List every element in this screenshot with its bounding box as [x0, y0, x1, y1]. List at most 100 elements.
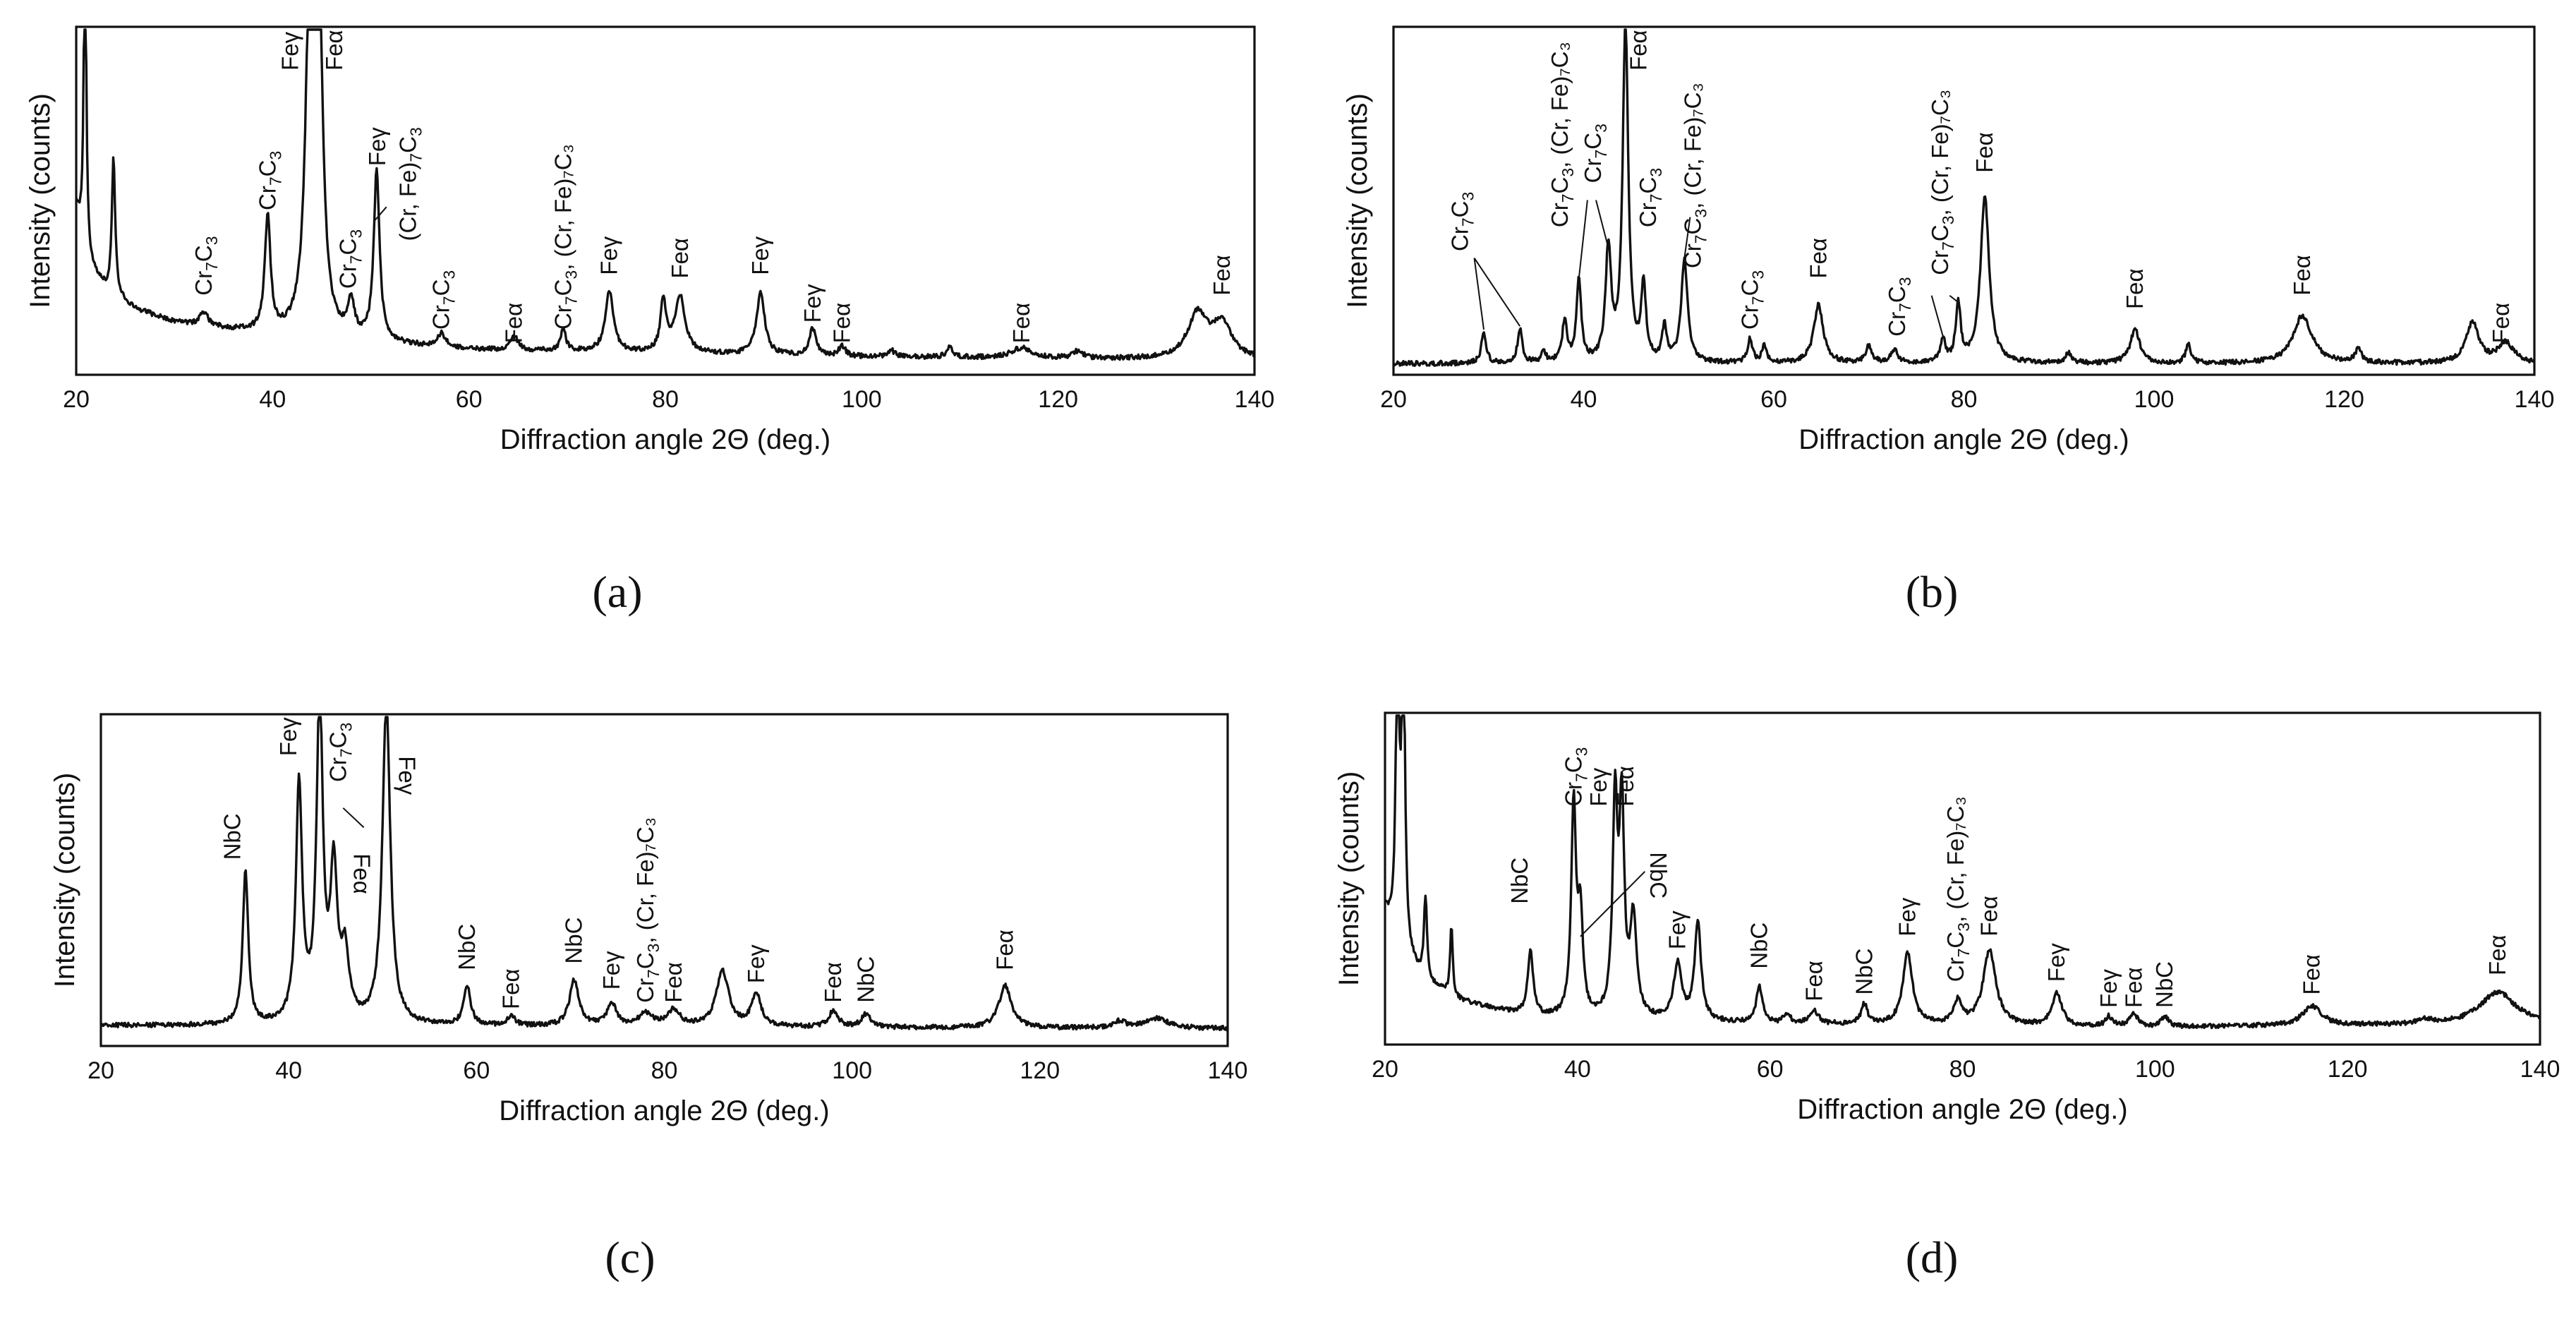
- leader-line: [1580, 871, 1646, 937]
- peak-label: Feα: [2488, 303, 2514, 344]
- peak-label: NbC: [1506, 858, 1532, 904]
- x-tick-label: 40: [259, 386, 286, 413]
- x-tick-label: 40: [1571, 386, 1597, 413]
- x-axis-label: Diffraction angle 2Θ (deg.): [1797, 1094, 2127, 1125]
- y-axis-label: Intensity (counts): [1334, 771, 1365, 987]
- peak-label: Feγ: [277, 31, 303, 71]
- x-tick-label: 140: [2520, 1056, 2560, 1083]
- peak-label: Cr7C3: [1580, 124, 1610, 183]
- y-axis-label: Intensity (counts): [25, 93, 56, 308]
- leader-line: [1473, 258, 1485, 330]
- x-tick-label: 100: [832, 1057, 872, 1084]
- peak-label: Feα: [2484, 934, 2510, 975]
- x-tick-label: 40: [1564, 1056, 1591, 1083]
- x-tick-label: 20: [1380, 386, 1407, 413]
- x-tick-label: 120: [2328, 1056, 2368, 1083]
- peak-label: Feα: [992, 930, 1018, 970]
- diffraction-trace: [1393, 28, 2534, 367]
- peak-label: Feα: [2289, 255, 2315, 296]
- peak-label: Feα: [1626, 30, 1652, 71]
- peak-label: Feα: [1008, 303, 1034, 344]
- panel-caption: (d): [1906, 1232, 1959, 1282]
- peak-label: Feγ: [1585, 767, 1611, 807]
- peak-label: Feγ: [747, 236, 773, 275]
- x-tick-label: 120: [2324, 386, 2364, 413]
- peak-label: NbC: [219, 813, 245, 860]
- peak-label: NbC: [1851, 949, 1877, 995]
- peak-label: Cr7C3: [254, 151, 284, 210]
- peak-label: (Cr, Fe)7C3: [394, 127, 425, 241]
- x-tick-label: 60: [1760, 386, 1787, 413]
- plot-frame: [99, 713, 1229, 1047]
- peak-label: Feα: [349, 853, 375, 894]
- leader-line: [374, 206, 387, 222]
- peak-label: Feα: [667, 238, 693, 279]
- peak-label: Cr7C3: [1736, 270, 1767, 330]
- peak-label: Cr7C3: [1635, 168, 1665, 227]
- panel-caption: (a): [592, 567, 642, 617]
- x-tick-label: 20: [87, 1057, 114, 1084]
- peak-label: NbC: [1645, 852, 1671, 898]
- peak-label: Cr7C3, (Cr, Fe)₇C₃: [1679, 83, 1710, 268]
- leader-line: [1595, 200, 1609, 248]
- peak-label: Cr7C3: [1560, 747, 1590, 807]
- peak-label: NbC: [1746, 922, 1772, 969]
- peak-label: Feα: [2120, 967, 2146, 1008]
- y-axis-label: Intensity (counts): [1342, 93, 1373, 308]
- peak-label: Feα: [1209, 255, 1235, 296]
- peak-label: Feγ: [275, 717, 301, 757]
- peak-label: Cr7C3: [1446, 192, 1477, 251]
- x-tick-label: 80: [652, 386, 679, 413]
- peak-label: NbC: [2151, 961, 2177, 1008]
- x-tick-label: 40: [275, 1057, 302, 1084]
- panel-b: 20 40 60 80 100 120 140 Diffraction angle 2Θ (d…: [1342, 25, 2554, 617]
- peak-label: Cr7C3: [325, 723, 356, 782]
- x-tick-label: 80: [1949, 1056, 1976, 1083]
- x-tick-label: 140: [1208, 1057, 1248, 1084]
- peak-label: Feα: [1805, 238, 1831, 279]
- leader-line: [1930, 295, 1944, 337]
- diffraction-trace: [101, 716, 1228, 1032]
- peak-label: Feγ: [598, 951, 624, 990]
- peak-label: Feα: [820, 962, 846, 1003]
- x-tick-label: 100: [2135, 1056, 2175, 1083]
- peak-label: Feγ: [596, 236, 622, 275]
- leader-line: [1578, 200, 1588, 279]
- peak-label: Feα: [829, 303, 855, 344]
- peak-label: NbC: [853, 956, 879, 1003]
- peak-label: Cr7C3: [428, 270, 459, 330]
- peak-label: Feγ: [2096, 968, 2122, 1008]
- peak-label: Cr7C3: [334, 229, 365, 289]
- peak-label: Feγ: [2043, 943, 2069, 982]
- x-tick-label: 100: [2134, 386, 2175, 413]
- x-axis-label: Diffraction angle 2Θ (deg.): [499, 1095, 829, 1126]
- plot-frame: [1392, 25, 2536, 376]
- x-tick-label: 20: [63, 386, 90, 413]
- leader-line: [1949, 294, 1959, 303]
- panel-caption: (b): [1906, 567, 1959, 617]
- peak-label: Feγ: [364, 127, 390, 167]
- plot-frame: [1384, 711, 2541, 1046]
- x-tick-label: 120: [1038, 386, 1078, 413]
- x-tick-label: 120: [1020, 1057, 1060, 1084]
- peak-label: Feα: [1612, 766, 1638, 807]
- diffraction-trace: [1385, 714, 2540, 1030]
- x-tick-label: 140: [1235, 386, 1275, 413]
- peak-label: Feα: [501, 303, 527, 344]
- peak-label: Feγ: [1664, 910, 1691, 950]
- peak-label: Cr7C3, (Cr, Fe)₇C₃: [1927, 90, 1957, 275]
- peak-label: Cr7C3: [1884, 277, 1914, 336]
- peak-label: Cr7C3: [191, 236, 221, 295]
- peak-label: Cr7C3, (Cr, Fe)₇C₃: [1942, 796, 1973, 982]
- x-axis-label: Diffraction angle 2Θ (deg.): [500, 424, 830, 455]
- leader-line: [342, 807, 365, 829]
- peak-label: Feα: [2122, 268, 2148, 309]
- peak-label: Cr7C3, (Cr, Fe)₇C₃: [632, 817, 663, 1003]
- peak-label: Feγ: [394, 756, 421, 795]
- x-tick-label: 60: [1757, 1056, 1784, 1083]
- y-axis-label: Intensity (counts): [49, 773, 80, 988]
- peak-label: Feγ: [1894, 897, 1921, 937]
- peak-label: Feα: [1801, 961, 1827, 1002]
- peak-label: Cr7C3, (Cr, Fe)₇C₃: [1547, 42, 1577, 227]
- panel-c: 20 40 60 80 100 120 140 Diffraction angle 2Θ (d…: [49, 713, 1248, 1282]
